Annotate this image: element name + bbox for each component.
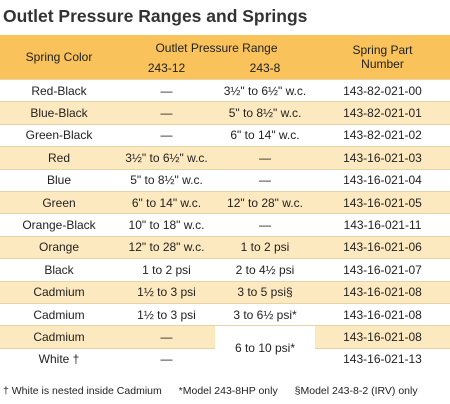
table-cell: Cadmium (0, 280, 118, 304)
table-cell: 2 to 4½ psi (215, 258, 315, 282)
table-cell: 1 to 2 psi (215, 235, 315, 259)
table-row: Cadmium —6 to 10 psi* 143-16-021-08 (0, 325, 450, 371)
table-body: Red-Black —3½" to 6½" w.c. 143-82-021-00 Bl… (0, 78, 450, 371)
title: Outlet Pressure Ranges and Springs (3, 6, 308, 26)
table-cell: 3½" to 6½" w.c. (215, 78, 315, 102)
table-cell: 143-82-021-01 (315, 101, 450, 125)
table-cell: 6" to 14" w.c. (118, 190, 215, 214)
table-row: Orange-Black 10" to 18" w.c. —143-16-021-1… (0, 213, 450, 237)
table-cell: Black (0, 258, 118, 282)
table-cell: 143-16-021-08 (315, 302, 450, 326)
table-cell: Orange-Black (0, 213, 118, 237)
table-cell: Green-Black (0, 123, 118, 147)
table-cell: 12" to 28" w.c. (118, 235, 215, 259)
table-cell: 3 to 5 psi§ (215, 280, 315, 304)
column-header: 243-8 (215, 61, 315, 80)
table-cell: Orange (0, 235, 118, 259)
table-cell: 143-16-021-03 (315, 146, 450, 170)
table-cell: 5" to 8½" w.c. (118, 168, 215, 192)
table-cell: 143-82-021-02 (315, 123, 450, 147)
table-cell: 1½ to 3 psi (118, 302, 215, 326)
table-row: Orange 12" to 28" w.c. 1 to 2 psi 143-16-02… (0, 235, 450, 259)
table-cell: 6" to 14" w.c. (215, 123, 315, 147)
table-cell: — (215, 168, 315, 192)
table-cell: 1½ to 3 psi (118, 280, 215, 304)
table-row: Red 3½" to 6½" w.c. —143-16-021-03 (0, 146, 450, 170)
table-cell: 6 to 10 psi* (215, 325, 315, 371)
table-cell: — (215, 213, 315, 237)
table-row: Green-Black —6" to 14" w.c. 143-82-021-02 (0, 123, 450, 147)
table-cell: — (118, 101, 215, 125)
footnote: *Model 243-8HP only (178, 385, 278, 397)
table-cell: 1 to 2 psi (118, 258, 215, 282)
table-cell: Cadmium (0, 302, 118, 326)
footnotes: † White is nested inside Cadmium *Model … (3, 385, 432, 397)
table-cell: 3 to 6½ psi* (215, 302, 315, 326)
table-cell: Blue (0, 168, 118, 192)
table-cell: 3½" to 6½" w.c. (118, 146, 215, 170)
table-row: Blue 5" to 8½" w.c. —143-16-021-04 (0, 168, 450, 192)
column-header: Spring Part Number (315, 35, 450, 80)
column-header: Spring Color (0, 35, 118, 80)
table-cell: Cadmium (0, 325, 118, 349)
table-row: White † — 143-16-021-13 (0, 347, 450, 371)
table-row: Blue-Black —5" to 8½" w.c. 143-82-021-01 (0, 101, 450, 125)
table-cell: 143-16-021-08 (315, 325, 450, 349)
table-cell: 143-16-021-13 (315, 347, 450, 371)
table-cell: — (118, 325, 215, 349)
table-cell: — (118, 78, 215, 102)
table-cell: 143-16-021-04 (315, 168, 450, 192)
table-cell: 5" to 8½" w.c. (215, 101, 315, 125)
table-cell: 143-82-021-00 (315, 78, 450, 102)
table-cell: 143-16-021-05 (315, 190, 450, 214)
springs-table: Spring Color Outlet Pressure Range Sprin… (0, 35, 450, 371)
group-header: Outlet Pressure Range (118, 35, 315, 61)
table-cell: — (215, 146, 315, 170)
table-cell: Red (0, 146, 118, 170)
footnote: † White is nested inside Cadmium (3, 385, 162, 397)
table-row: Cadmium 1½ to 3 psi 3 to 6½ psi* 143-16-021… (0, 302, 450, 326)
table-cell: 10" to 18" w.c. (118, 213, 215, 237)
table-cell: — (118, 347, 215, 371)
table-row: Red-Black —3½" to 6½" w.c. 143-82-021-00 (0, 78, 450, 102)
table-row: Green 6" to 14" w.c. 12" to 28" w.c. 143-16… (0, 190, 450, 214)
table-cell: White † (0, 347, 118, 371)
table-cell: Red-Black (0, 78, 118, 102)
table-cell: 143-16-021-06 (315, 235, 450, 259)
table-cell: 143-16-021-08 (315, 280, 450, 304)
table-cell: Blue-Black (0, 101, 118, 125)
table-cell: 143-16-021-11 (315, 213, 450, 237)
table-row: Cadmium 1½ to 3 psi 3 to 5 psi§ 143-16-021-… (0, 280, 450, 304)
table-cell: 143-16-021-07 (315, 258, 450, 282)
table-cell: 12" to 28" w.c. (215, 190, 315, 214)
table-cell: Green (0, 190, 118, 214)
column-header: 243-12 (118, 61, 215, 80)
table-cell: — (118, 123, 215, 147)
footnote: §Model 243-8-2 (IRV) only (294, 385, 418, 397)
table-row: Black 1 to 2 psi 2 to 4½ psi 143-16-021-07 (0, 258, 450, 282)
